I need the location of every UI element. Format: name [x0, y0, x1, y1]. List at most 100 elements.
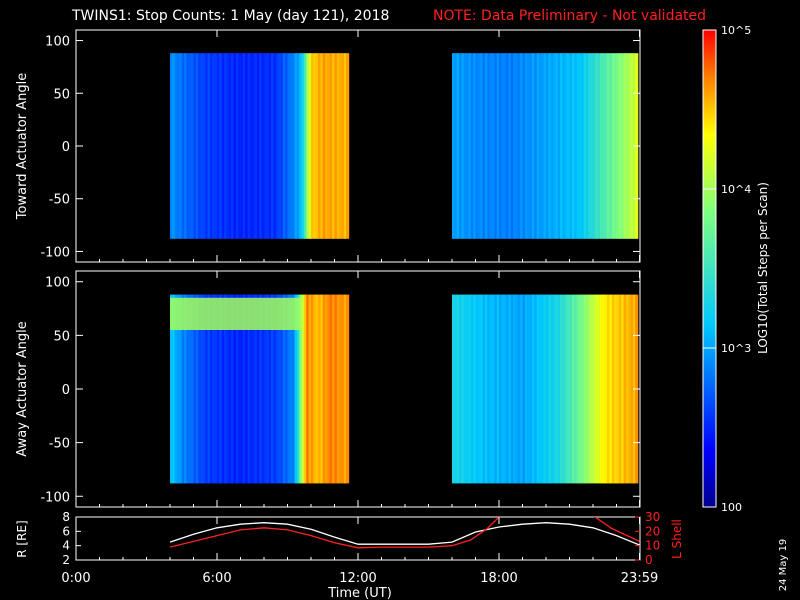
heatmap-cell-toward-1-62 [597, 53, 601, 239]
heatmap-cell-toward-1-4 [461, 53, 465, 239]
heatmap-cell-toward-0-61 [313, 53, 317, 239]
heatmap-cell-away-0-10 [193, 294, 197, 484]
heatmap-cell-away-1-24 [508, 294, 512, 484]
heatmap-cell-away-0-60 [311, 294, 314, 484]
heatmap-cell-toward-1-13 [482, 53, 486, 239]
heatmap-cell-away-0-34 [249, 294, 253, 484]
heatmap-cell-away-1-20 [499, 294, 502, 484]
heatmap-cell-away-1-67 [609, 294, 613, 484]
heatmap-cell-away-0-29 [238, 294, 241, 484]
heatmap-cell-away-1-27 [515, 294, 519, 484]
heatmap-cell-away-0-8 [188, 294, 192, 484]
heatmap-cell-away-1-76 [630, 294, 634, 484]
heatmap-cell-toward-0-9 [191, 53, 194, 239]
heatmap-cell-away-1-9 [473, 294, 477, 484]
xtick-label-2: 12:00 [339, 571, 376, 586]
heatmap-cell-toward-1-47 [562, 53, 566, 239]
colorbar-tick-label-1: 10^4 [721, 183, 751, 196]
heatmap-cell-toward-1-10 [475, 53, 479, 239]
heatmap-cell-away-0-75 [346, 294, 350, 484]
heatmap-cell-toward-0-11 [195, 53, 199, 239]
heatmap-cell-away-1-68 [611, 294, 615, 484]
heatmap-cell-toward-0-70 [334, 53, 338, 239]
heatmap-cell-toward-0-14 [202, 53, 206, 239]
heatmap-cell-away-1-1 [454, 294, 458, 484]
heatmap-cell-away-1-30 [522, 294, 526, 484]
heatmap-cell-toward-0-6 [184, 53, 187, 239]
heatmap-cell-toward-0-38 [259, 53, 263, 239]
heatmap-cell-away-0-69 [332, 294, 336, 484]
colorbar-ticks: 10^5 10^4 10^3 100 [703, 24, 751, 514]
heatmap-cell-away-1-75 [628, 294, 632, 484]
heatmap-cell-away-0-2 [174, 294, 178, 484]
heatmap-cell-toward-1-72 [621, 53, 625, 239]
heatmap-cell-toward-0-41 [266, 53, 270, 239]
heatmap-cell-away-0-5 [181, 294, 185, 484]
heatmap-cell-toward-0-40 [264, 53, 267, 239]
heatmap-cell-toward-1-42 [550, 53, 554, 239]
yaxis-lshell-label: L Shell [670, 519, 684, 559]
heatmap-cell-away-0-14 [202, 294, 206, 484]
heatmap-cell-away-1-64 [602, 294, 606, 484]
heatmap-cell-away-1-74 [625, 294, 629, 484]
heatmap-cell-away-0-57 [303, 294, 307, 484]
heatmap-cell-away-0-48 [282, 294, 286, 484]
heatmap-cell-away-0-30 [240, 294, 244, 484]
heatmap-cell-toward-1-18 [494, 53, 498, 239]
heatmap-cell-toward-0-48 [282, 53, 286, 239]
heatmap-cell-toward-1-63 [600, 53, 604, 239]
heatmap-cell-away-1-48 [564, 294, 568, 484]
heatmap-cell-toward-0-7 [186, 53, 190, 239]
ytick-label-away-3: -50 [49, 437, 70, 452]
heatmap-cell-toward-0-12 [198, 53, 202, 239]
heatmap-cell-away-1-62 [597, 294, 601, 484]
heatmap-cell-toward-1-0 [452, 53, 455, 239]
heatmap-cell-away-0-11 [195, 294, 199, 484]
heatmap-cell-away-1-36 [536, 294, 540, 484]
heatmap-cell-away-0-7 [186, 294, 190, 484]
heatmap-cell-toward-0-65 [322, 53, 326, 239]
heatmap-cell-toward-1-32 [527, 53, 531, 239]
heatmap-cell-away-1-44 [555, 294, 559, 484]
heatmap-cell-away-0-63 [318, 294, 321, 484]
heatmap-cell-toward-1-50 [569, 53, 573, 239]
heatmap-cell-toward-0-67 [327, 53, 331, 239]
heatmap-cell-away-0-64 [320, 294, 324, 484]
heatmap-cell-away-0-40 [264, 294, 267, 484]
heatmap-cell-toward-0-4 [179, 53, 183, 239]
heatmap-cell-toward-0-28 [235, 53, 239, 239]
heatmap-cell-away-1-54 [578, 294, 582, 484]
panel-toward: 100 50 0 -50 -100 Toward Actuator Angle [15, 29, 641, 263]
heatmap-cell-toward-0-52 [292, 53, 296, 239]
heatmap-cell-toward-0-31 [242, 53, 246, 239]
heatmap-cell-away-0-12 [198, 294, 202, 484]
heatmap-cell-toward-1-67 [609, 53, 613, 239]
heatmap-cell-toward-0-10 [193, 53, 197, 239]
heatmap-cell-away-0-68 [329, 294, 333, 484]
yaxis-toward-ticks: 100 50 0 -50 -100 [40, 35, 640, 260]
heatmap-cell-away-0-23 [224, 294, 227, 484]
chart-title: TWINS1: Stop Counts: 1 May (day 121), 20… [71, 8, 389, 24]
colorbar-label: LOG10(Total Steps per Scan) [756, 182, 770, 354]
heatmap-cell-away-1-37 [539, 294, 542, 484]
heatmap-cell-away-0-28 [235, 294, 239, 484]
heatmap-cell-toward-0-50 [287, 53, 291, 239]
heatmap-cell-toward-0-45 [275, 53, 279, 239]
heatmap-cell-away-1-11 [477, 294, 481, 484]
heatmap-cell-toward-0-23 [224, 53, 227, 239]
heatmap-cell-toward-1-24 [508, 53, 512, 239]
ytick-label-r-2: 4 [62, 539, 70, 553]
heatmap-cell-toward-0-36 [254, 53, 258, 239]
heatmap-cell-away-1-66 [607, 294, 611, 484]
ytick-label-lshell-3: 0 [645, 553, 653, 567]
ytick-label-r-3: 2 [62, 553, 70, 567]
heatmap-cell-away-1-55 [581, 294, 585, 484]
heatmap-cell-toward-0-25 [228, 53, 232, 239]
heatmap-cell-toward-0-47 [280, 53, 284, 239]
heatmap-cell-toward-1-69 [614, 53, 618, 239]
heatmap-cell-toward-0-30 [240, 53, 244, 239]
ytick-label-away-0: 100 [45, 276, 70, 291]
heatmap-cell-toward-1-76 [630, 53, 634, 239]
heatmap-cell-toward-0-8 [188, 53, 192, 239]
heatmap-cell-away-0-39 [261, 294, 265, 484]
